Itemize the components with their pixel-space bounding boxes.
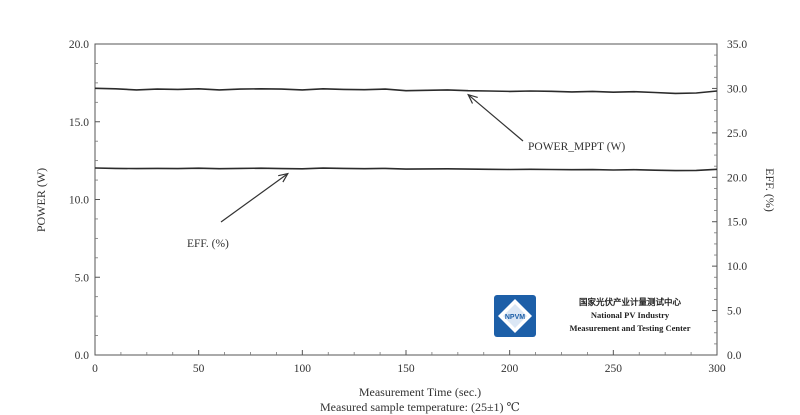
logo-name-english-line2: Measurement and Testing Center [570,323,691,333]
right-y-tick-label: 25.0 [727,128,747,140]
logo-name-english-line1: National PV Industry [591,310,670,320]
left-y-axis-title: POWER (W) [34,168,48,232]
left-y-axis-ticks: 0.0 5.0 10.0 15.0 20.0 [69,39,100,362]
left-y-tick-label: 5.0 [75,272,90,284]
left-y-tick-label: 0.0 [75,350,90,362]
x-tick-label: 50 [193,363,205,375]
annotation-eff-label: EFF. (%) [187,238,229,250]
chart-subtitle: Measured sample temperature: (25±1) ℃ [320,400,520,414]
series-line-power [94,87,718,95]
right-y-tick-label: 10.0 [727,261,747,273]
annotation-arrow-power [467,93,524,142]
annotation-power-label: POWER_MPPT (W) [528,141,625,153]
left-y-tick-label: 10.0 [69,195,89,207]
npvm-logo: NPVM 国家光伏产业计量测试中心 National PV Industry M… [494,295,691,337]
right-y-tick-label: 30.0 [727,83,747,95]
right-y-tick-label: 20.0 [727,172,747,184]
x-axis-ticks: 0 50 100 150 200 250 300 [92,350,726,375]
series-layer [94,87,718,172]
x-tick-label: 250 [605,363,623,375]
x-tick-label: 300 [708,363,726,375]
left-y-tick-label: 20.0 [69,39,89,51]
series-line-efficiency [94,167,718,172]
left-y-tick-label: 15.0 [69,117,89,129]
right-y-tick-label: 5.0 [727,306,742,318]
x-tick-label: 100 [294,363,312,375]
arrow-head [467,93,478,104]
x-tick-label: 150 [397,363,415,375]
right-y-tick-label: 15.0 [727,217,747,229]
arrow-head [278,172,289,183]
logo-inner-diamond [503,304,527,328]
annotation-arrow-eff [220,172,289,223]
arrow-shaft [467,94,524,142]
x-tick-label: 0 [92,363,98,375]
right-y-axis-title: EFF. (%) [763,168,777,212]
logo-abbreviation: NPVM [505,314,525,321]
annotation-layer: POWER_MPPT (W) EFF. (%) [187,93,625,250]
logo-name-chinese: 国家光伏产业计量测试中心 [579,297,682,308]
x-tick-label: 200 [501,363,519,375]
right-y-tick-label: 35.0 [727,39,747,51]
right-y-axis-ticks: 0.0 5.0 10.0 15.0 20.0 25.0 30.0 35.0 [712,39,747,362]
right-y-tick-label: 0.0 [727,350,742,362]
arrow-shaft [220,173,289,223]
x-axis-title: Measurement Time (sec.) [359,385,481,399]
